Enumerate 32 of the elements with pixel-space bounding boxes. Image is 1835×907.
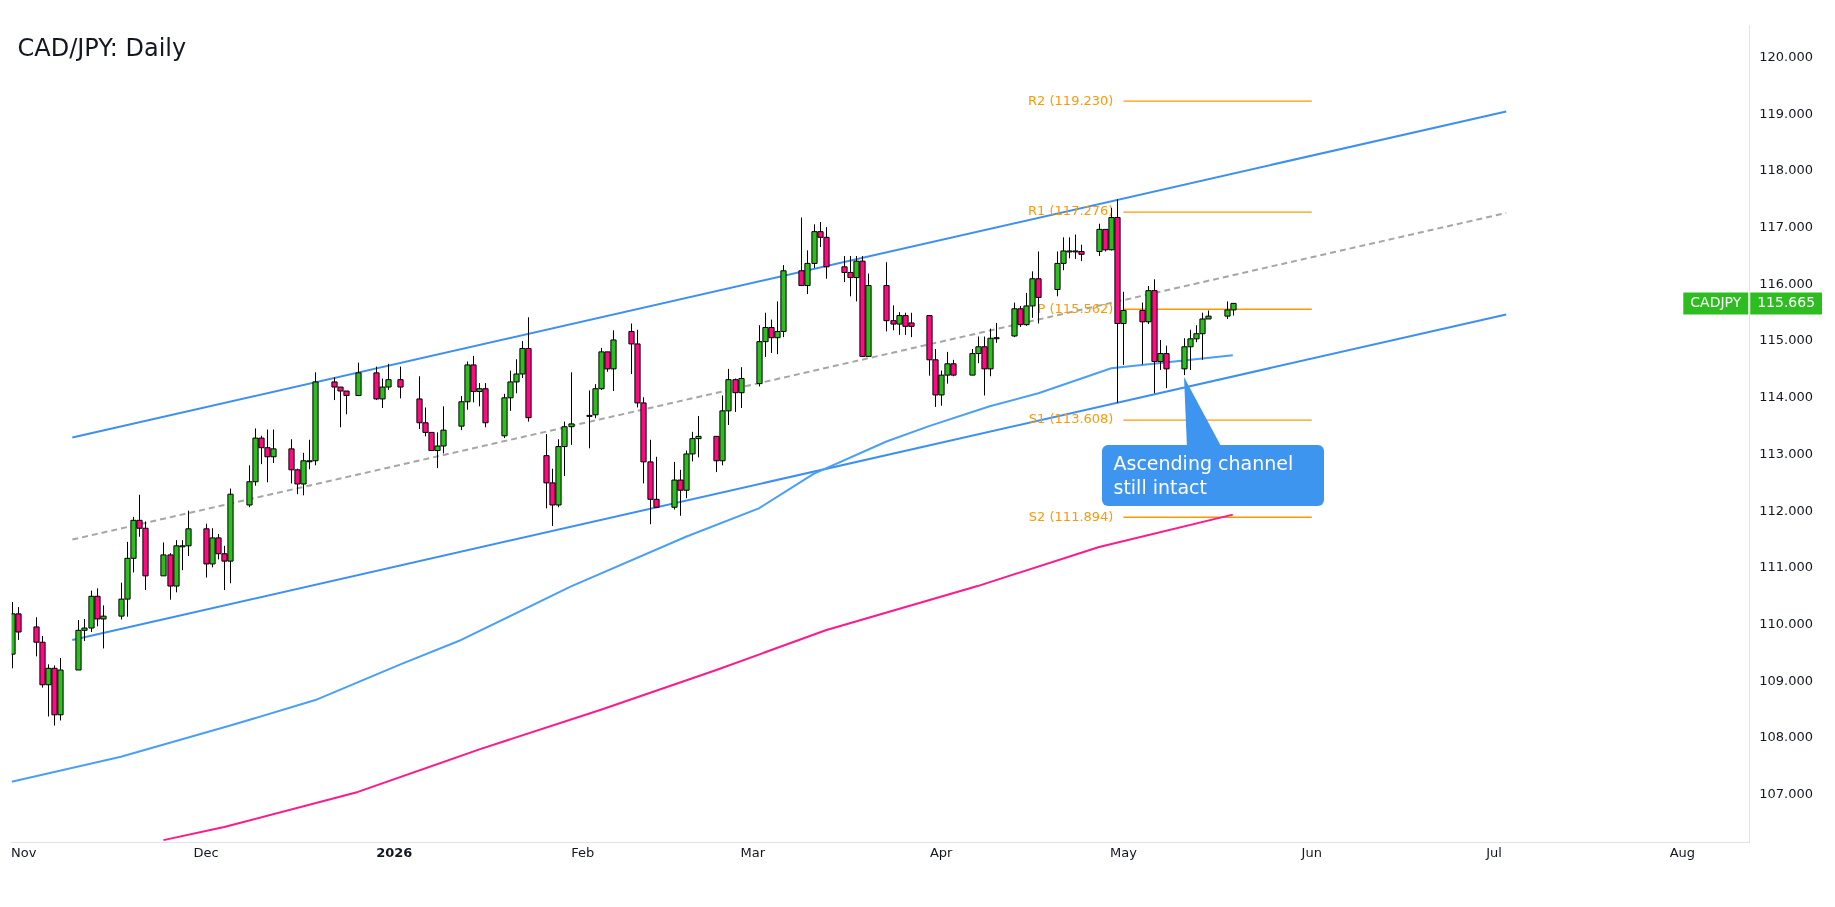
x-tick-label: Jul [1485, 844, 1502, 860]
annotation: CADJPY [1690, 294, 1742, 311]
series-label: P (115.562) [1037, 300, 1114, 316]
y-tick-label: 108.000 [1759, 729, 1814, 745]
chart-title: CAD/JPY: Daily [17, 34, 187, 63]
x-tick-label: Aug [1669, 844, 1696, 860]
x-tick-label: Dec [193, 844, 219, 860]
y-tick-label: 120.000 [1759, 48, 1814, 64]
y-tick-label: 115.000 [1759, 332, 1814, 348]
y-tick-label: 111.000 [1759, 559, 1814, 575]
y-tick-label: 107.000 [1759, 786, 1814, 802]
y-tick-label: 112.000 [1759, 502, 1814, 518]
x-tick-label: 2026 [376, 844, 413, 860]
series-label: R2 (119.230) [1028, 92, 1114, 108]
y-tick-label: 118.000 [1759, 162, 1814, 178]
x-tick-label: May [1109, 844, 1138, 860]
series-label: S2 (111.894) [1028, 508, 1114, 524]
y-tick-label: 117.000 [1759, 219, 1814, 235]
y-tick-label: 109.000 [1759, 672, 1814, 688]
y-tick-label: 114.000 [1759, 389, 1814, 405]
y-tick-label: 119.000 [1759, 105, 1814, 121]
y-tick-label: 113.000 [1759, 445, 1814, 461]
text: 115.665 [1757, 294, 1816, 311]
x-tick-label: Apr [929, 844, 954, 860]
x-tick-label: Nov [11, 844, 37, 860]
x-tick-label: Mar [740, 844, 766, 860]
annotation: Ascending channel still intact [1102, 444, 1325, 506]
y-tick-label: 110.000 [1759, 616, 1814, 632]
y-tick-label: 116.000 [1759, 275, 1814, 291]
x-tick-label: Jun [1300, 844, 1322, 860]
x-tick-label: Feb [571, 844, 595, 860]
candlestick [397, 366, 404, 399]
